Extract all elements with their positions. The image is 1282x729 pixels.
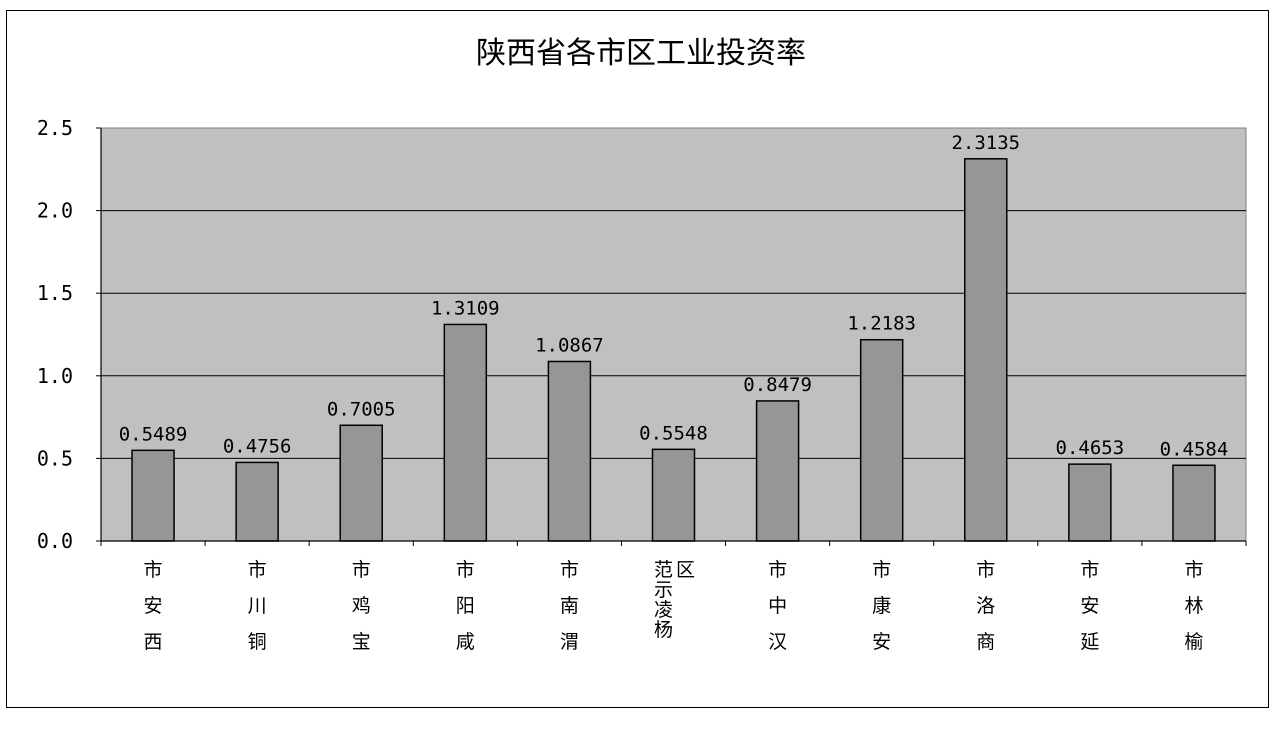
chart-title: 陕西省各市区工业投资率 (476, 36, 806, 71)
bar (131, 449, 175, 542)
bar (443, 323, 488, 542)
bar (547, 360, 592, 542)
bar (755, 400, 800, 542)
bar (235, 461, 279, 542)
data-label: 1.0867 (535, 334, 604, 356)
x-category-label: 渭南市 (560, 559, 579, 653)
data-label: 0.8479 (743, 374, 812, 396)
x-category-label: 商洛市 (976, 559, 995, 653)
data-label: 0.4584 (1160, 438, 1229, 460)
y-tick-label: 0.0 (37, 529, 73, 553)
data-label: 0.4756 (223, 435, 292, 457)
bar (651, 448, 696, 542)
data-label: 0.4653 (1056, 437, 1125, 459)
data-label: 0.7005 (327, 398, 396, 420)
x-category-label: 宝鸡市 (352, 559, 371, 653)
y-tick-label: 2.5 (37, 116, 73, 140)
data-label: 2.3135 (951, 132, 1020, 154)
bar (964, 158, 1008, 542)
data-label: 1.3109 (431, 297, 500, 319)
x-category-label: 汉中市 (768, 559, 787, 653)
data-label: 0.5548 (639, 422, 708, 444)
y-tick-label: 1.5 (37, 281, 73, 305)
bar (859, 338, 904, 542)
bar (1068, 463, 1112, 542)
y-tick-label: 0.5 (37, 446, 73, 470)
data-label: 1.2183 (847, 313, 916, 335)
x-category-label: 咸阳市 (456, 559, 475, 653)
y-tick-label: 2.0 (37, 199, 73, 223)
y-tick-label: 1.0 (37, 364, 73, 388)
x-category-label: 榆林市 (1184, 559, 1203, 653)
x-category-label: 安康市 (872, 559, 891, 653)
x-category-label: 西安市 (144, 559, 163, 653)
x-category-label: 延安市 (1080, 559, 1099, 653)
data-label: 0.5489 (119, 423, 188, 445)
bar (339, 424, 383, 542)
x-category-label: 铜川市 (248, 559, 267, 653)
bar (1172, 464, 1216, 542)
x-category-label: 杨凌示范区 (654, 559, 695, 641)
